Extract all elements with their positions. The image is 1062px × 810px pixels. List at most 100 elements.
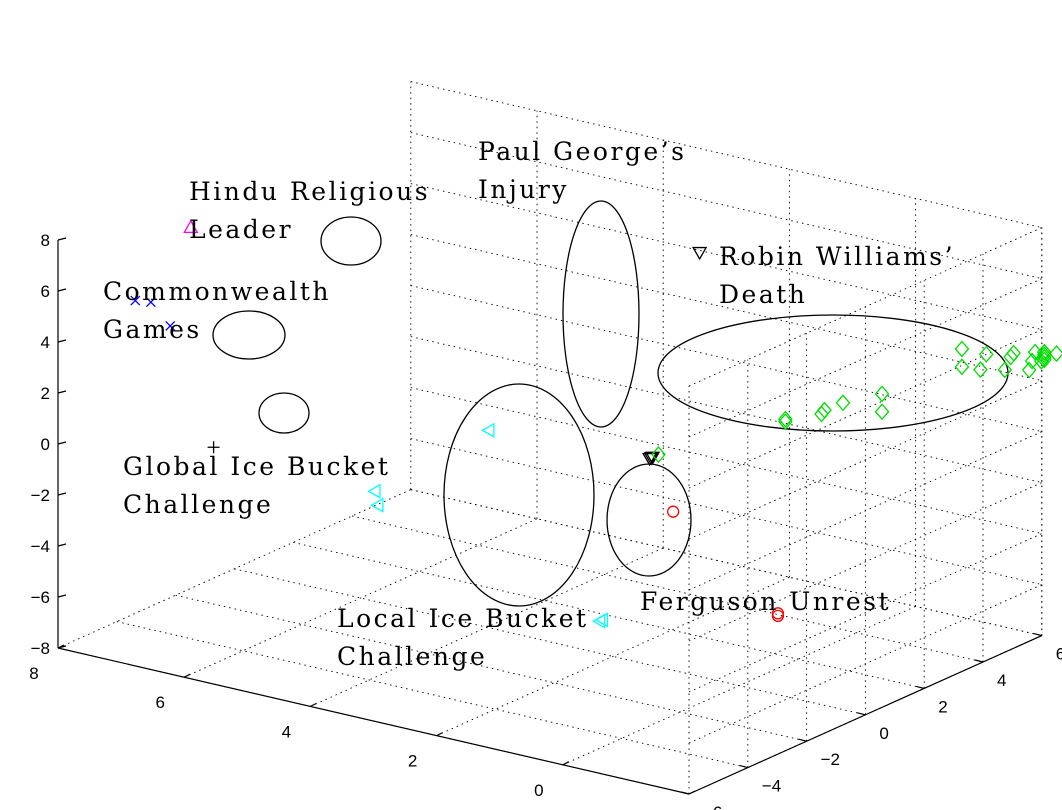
data-point-robin_williams: [1036, 343, 1052, 361]
z-tick-mark: [57, 594, 67, 598]
y-tick-mark: [974, 659, 984, 663]
data-point-hindu: [183, 219, 199, 233]
grid-line: [184, 518, 538, 678]
x-tick-label: 4: [282, 722, 291, 741]
ellipse-commonwealth-games: [212, 310, 286, 360]
ellipse-ferguson-unrest: [606, 463, 692, 577]
data-point-robin_williams: [1003, 348, 1019, 366]
x-axis-line: [57, 647, 690, 795]
data-point-robin_williams: [814, 405, 829, 423]
grid-line: [688, 380, 1042, 540]
ellipse-global-ice-bucket-challenge: [258, 392, 310, 434]
y-tick-label: −4: [762, 777, 781, 796]
x-tick-mark: [310, 702, 317, 707]
z-tick-label: 4: [41, 333, 50, 352]
data-point-paul_george: [644, 451, 661, 465]
x-tick-mark: [57, 644, 65, 649]
data-point-robin_williams: [978, 345, 994, 363]
y-tick-label: 2: [938, 697, 947, 716]
z-tick-label: −4: [31, 537, 50, 556]
data-point-robin_williams: [778, 410, 793, 428]
z-tick-label: −8: [31, 639, 50, 658]
data-point-robin_williams: [874, 385, 890, 403]
data-point-ferguson: [667, 505, 680, 518]
z-tick-label: 6: [41, 282, 50, 301]
data-point-robin_williams: [997, 361, 1013, 379]
data-point-commonwealth: [165, 321, 176, 331]
x-tick-mark: [562, 761, 570, 766]
x-tick-mark: [183, 673, 191, 678]
data-point-robin_williams: [778, 413, 793, 431]
z-tick-mark: [57, 441, 67, 445]
y-tick-mark: [798, 738, 807, 742]
data-point-paul_george: [691, 246, 708, 261]
y-tick-mark: [857, 712, 866, 716]
data-point-robin_williams: [874, 403, 890, 421]
ellipse-local-ice-bucket-challenge: [443, 383, 595, 607]
z-tick-mark: [57, 288, 67, 292]
grid-line: [410, 132, 1042, 280]
x-tick-label: 2: [408, 752, 417, 771]
grid-line: [688, 482, 1042, 642]
grid-line: [410, 387, 1042, 535]
y-tick-mark: [739, 765, 748, 769]
data-point-commonwealth: [145, 297, 156, 308]
grid-line: [175, 594, 807, 742]
data-point-robin_williams: [835, 394, 851, 412]
label-commonwealth-games: Commonwealth Games: [103, 277, 341, 344]
x-tick-label: 0: [534, 781, 543, 800]
label-robin-williams-death: Robin Williams’ Death: [719, 242, 966, 309]
ellipse-paul-georges-injury: [562, 200, 640, 428]
y-tick-label: 4: [997, 671, 1006, 690]
data-point-robin_williams: [1036, 351, 1052, 369]
data-point-commonwealth: [130, 295, 141, 306]
data-point-robin_williams: [1006, 344, 1021, 362]
label-paul-georges-injury: Paul George’s Injury: [478, 137, 697, 204]
grid-line: [410, 234, 1042, 382]
grid-line: [688, 227, 1042, 387]
y-tick-mark: [680, 791, 690, 795]
z-tick-mark: [57, 492, 67, 496]
grid-line: [116, 621, 748, 769]
grid-line: [410, 489, 1042, 637]
grid-line: [688, 329, 1042, 489]
grid-line: [410, 438, 1042, 586]
data-point-robin_williams: [651, 446, 666, 464]
grid-line: [436, 576, 790, 737]
grid-line: [351, 515, 984, 663]
grid-line: [293, 541, 925, 689]
grid-line: [688, 431, 1042, 591]
label-global-ice-bucket-challenge: Global Ice Bucket Challenge: [123, 452, 401, 519]
grid-line: [410, 183, 1042, 331]
y-tick-label: 0: [879, 724, 888, 743]
z-tick-mark: [57, 543, 67, 547]
y-tick-label: 6: [1056, 645, 1062, 664]
z-tick-label: −6: [31, 588, 50, 607]
data-point-robin_williams: [1049, 345, 1062, 363]
label-ferguson-unrest: Ferguson Unrest: [640, 587, 891, 616]
data-point-local_ice: [591, 613, 606, 629]
x-tick-mark: [436, 732, 443, 737]
grid-line: [410, 285, 1042, 433]
y-tick-mark: [1033, 633, 1042, 637]
data-point-global_ice: [207, 441, 220, 454]
ellipse-robin-williams-death: [657, 314, 1009, 432]
data-point-ferguson: [771, 609, 785, 623]
grid-line: [688, 584, 1042, 744]
x-tick-label: 6: [155, 693, 164, 712]
data-point-paul_george: [642, 452, 658, 467]
grid-line: [234, 568, 866, 716]
z-tick-label: 8: [41, 231, 50, 250]
data-point-robin_williams: [954, 340, 970, 358]
x-tick-label: 8: [29, 664, 38, 683]
cluster-labels: Hindu Religious Leader Commonwealth Game…: [103, 137, 966, 671]
y-tick-mark: [916, 685, 925, 689]
data-point-robin_williams: [1036, 346, 1052, 364]
y-tick-label: −6: [703, 803, 722, 810]
data-point-robin_williams: [954, 358, 970, 376]
z-tick-mark: [57, 339, 67, 343]
label-local-ice-bucket-challenge: Local Ice Bucket Challenge: [337, 604, 599, 671]
z-tick-mark: [57, 390, 67, 394]
